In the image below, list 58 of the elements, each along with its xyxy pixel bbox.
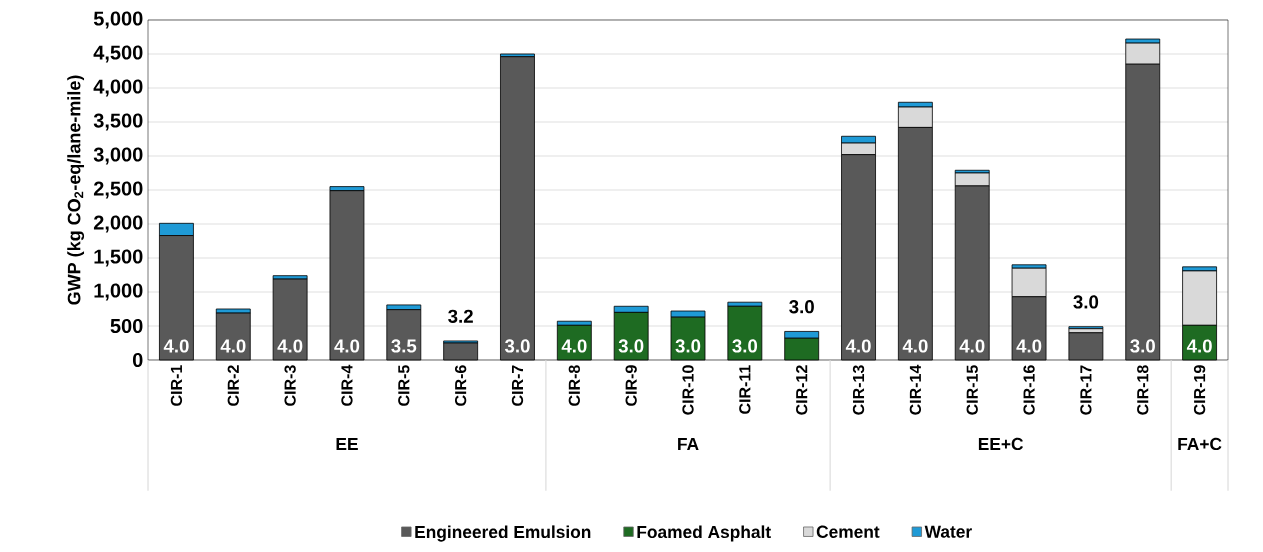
x-tick-label: CIR-8 [568,365,580,406]
annotation: 3.0 [1130,339,1155,353]
y-tick-label: 0 [132,352,143,368]
y-tick-label: 4,000 [93,79,143,97]
legend-label: Engineered Emulsion [415,525,591,542]
x-tick-label: CIR-9 [625,365,637,406]
x-tick-label: CIR-7 [511,365,524,406]
annotation: 3.0 [618,339,644,353]
x-tick-label: CIR-1 [170,365,183,406]
annotation: 3.0 [732,339,758,353]
annotation: 3.0 [1073,295,1099,309]
x-tick-label: CIR-18 [1137,365,1149,415]
x-tick-label: CIR-16 [1023,365,1035,415]
text: EE+C [978,437,1024,451]
annotation: 3.5 [391,339,417,353]
x-tick-label: CIR-13 [852,365,865,415]
text: EE [336,438,358,450]
x-tick-label: CIR-19 [1193,365,1206,415]
text: FA [678,438,699,450]
annotation: 3.2 [448,309,473,323]
y-tick-label: 4,500 [93,45,143,63]
x-tick-label: CIR-3 [284,365,296,406]
x-tick-label: CIR-11 [739,365,751,414]
x-tick-label: CIR-5 [398,365,410,406]
y-tick-label: 1,000 [94,283,143,301]
annotation: 4.0 [1016,339,1042,353]
legend-label: Cement [816,525,880,538]
annotation: 4.0 [902,339,928,353]
annotation: 4.0 [1186,339,1212,353]
x-tick-label: CIR-4 [341,364,353,406]
annotation: 4.0 [163,339,189,353]
y-tick-label: 3,000 [93,147,143,165]
annotation: 4.0 [845,339,871,353]
x-tick-label: CIR-10 [682,365,694,415]
x-tick-label: CIR-14 [909,364,922,415]
annotation: 4.0 [561,339,587,353]
legend-label: Water [924,525,972,538]
y-tick-label: 500 [110,318,143,334]
y-tick-label: 5,000 [93,11,143,29]
y-tick-label: 1,500 [94,249,143,267]
y-axis-title: GWP (kg CO$_{2}$-eq/lane-mile) [67,75,85,305]
y-tick-label: 2,500 [93,181,143,199]
annotation: 3.0 [789,300,814,314]
annotation: 3.0 [675,339,701,353]
text: FA+C [1178,437,1222,451]
annotation: 4.0 [277,339,303,353]
x-tick-label: CIR-6 [454,365,467,406]
x-tick-label: CIR-17 [1080,365,1092,415]
annotation: 4.0 [334,339,360,353]
annotation: 3.0 [504,339,530,353]
annotation: 4.0 [220,339,246,353]
x-tick-label: CIR-15 [966,365,978,415]
y-tick-label: 2,000 [93,215,143,233]
y-tick-label: 3,500 [93,113,143,131]
legend-label: Foamed Asphalt [637,525,771,542]
x-tick-label: CIR-12 [796,365,808,415]
annotation: 4.0 [959,339,985,353]
x-tick-label: CIR-2 [227,365,239,406]
